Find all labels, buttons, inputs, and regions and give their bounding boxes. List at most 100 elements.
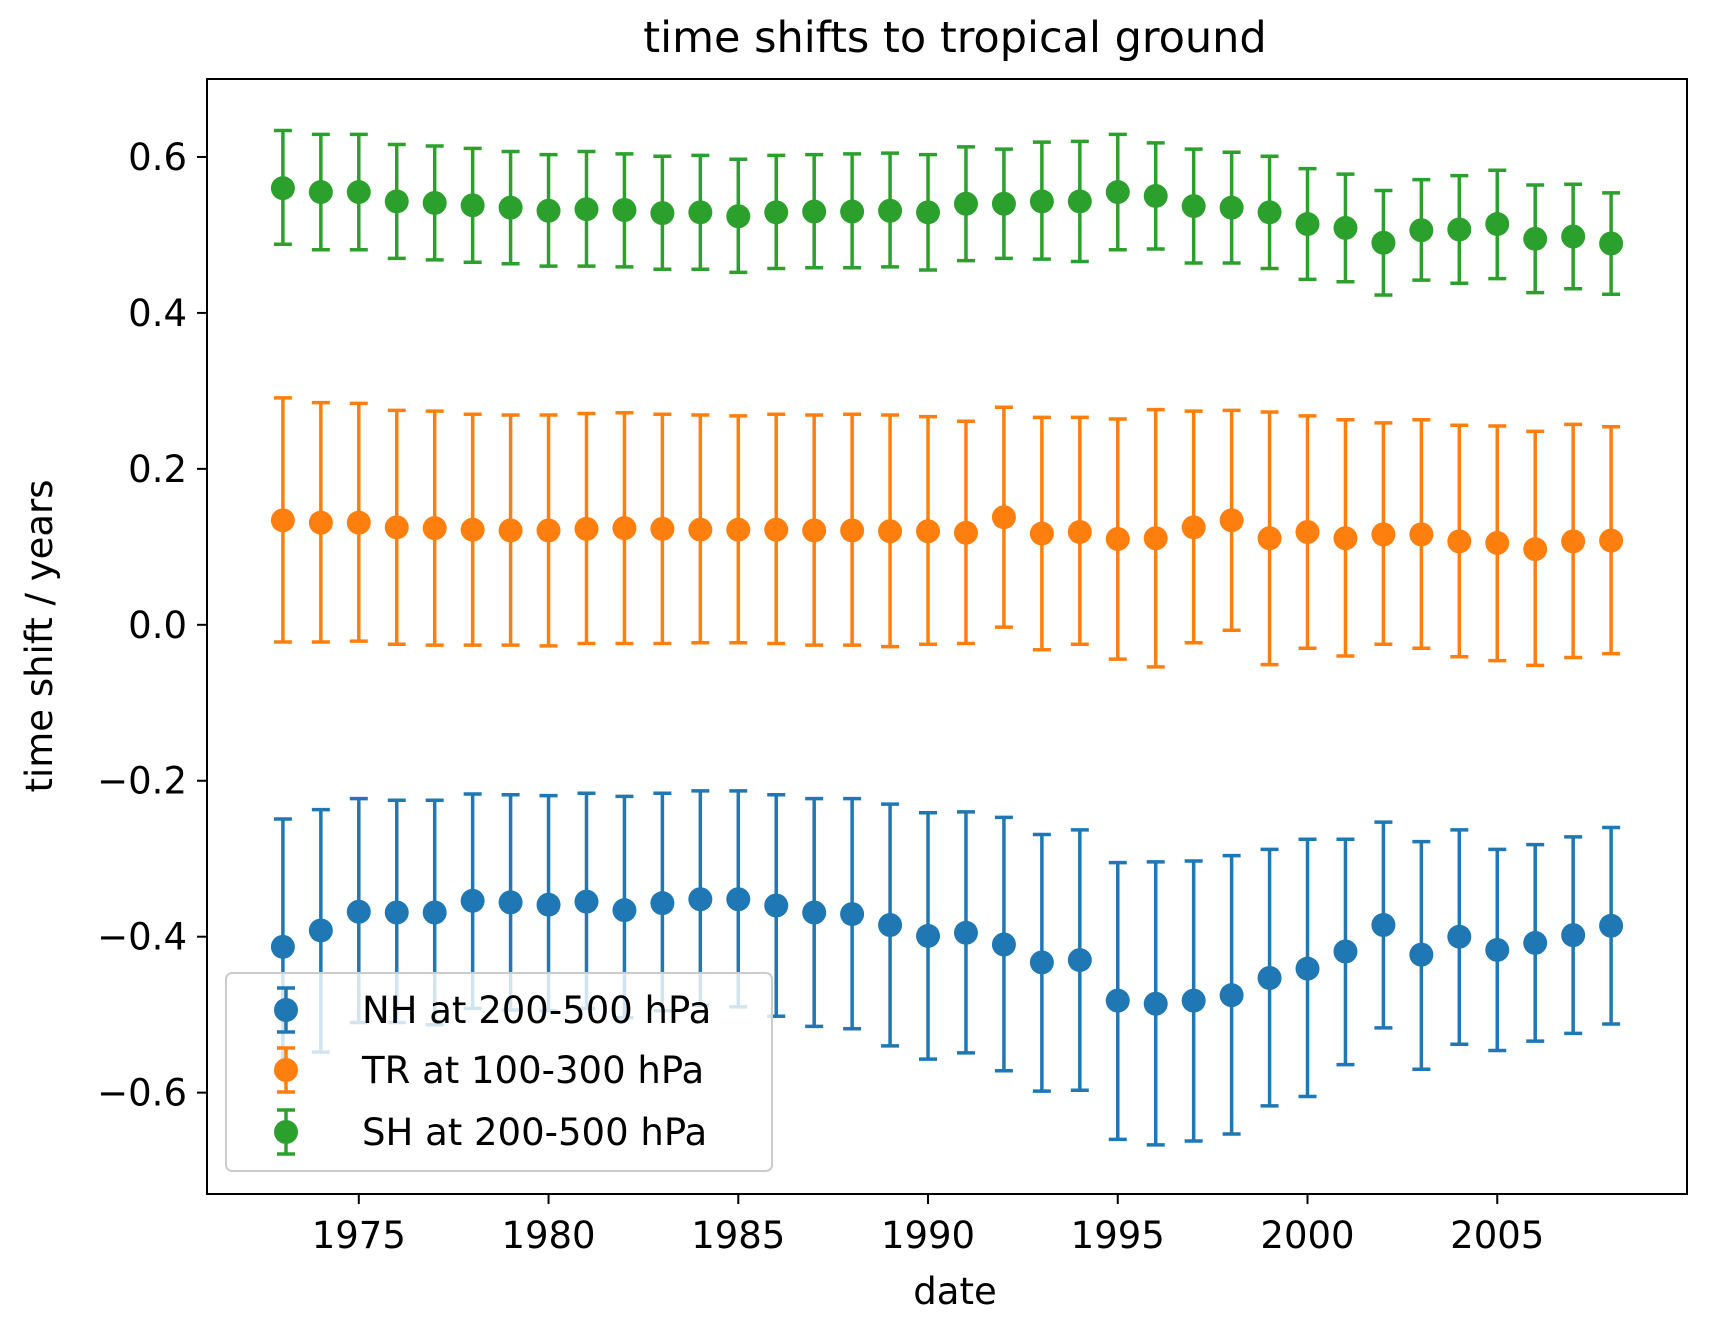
data-point [878,519,903,544]
legend-marker [274,1120,298,1144]
data-point [1447,924,1472,949]
data-point [270,176,295,201]
legend-marker [274,1058,298,1082]
data-point [308,510,333,535]
data-point [1295,212,1320,237]
data-point [1409,522,1434,547]
data-point [574,197,599,222]
y-tick-label: 0.4 [128,292,187,335]
data-point [1067,520,1092,545]
data-point [1181,988,1206,1013]
data-point [612,516,637,541]
legend-label: TR at 100-300 hPa [361,1049,704,1092]
legend-entry-nh-at-200-500-hpa: NH at 200-500 hPa [274,986,711,1034]
x-axis-ticks: 1975 1980 1985 1990 1995 2000 2005 [312,1194,1544,1257]
data-point [612,197,637,222]
y-tick-label: 0.6 [128,136,187,179]
data-point [650,201,675,226]
data-point [270,508,295,533]
legend: NH at 200-500 hPa TR at 100-300 hPa SH at … [225,972,773,1172]
data-point [1067,948,1092,973]
data-point [1029,521,1054,546]
data-point [1485,530,1510,555]
data-point [308,918,333,943]
data-point [688,517,713,542]
data-point [991,505,1016,530]
legend-label: NH at 200-500 hPa [362,989,711,1032]
data-point [574,889,599,914]
data-point [802,199,827,224]
data-point [1409,942,1434,967]
data-point [1143,183,1168,208]
legend-entry-sh-at-200-500-hpa: SH at 200-500 hPa [274,1108,707,1156]
data-point [953,920,978,945]
data-point [1599,528,1624,553]
data-point [650,516,675,541]
x-tick-label: 2000 [1260,1214,1354,1257]
data-point [1219,195,1244,220]
data-point [1447,217,1472,242]
data-point [840,902,865,927]
data-point [1447,529,1472,554]
data-point [764,893,789,918]
data-point [953,520,978,545]
data-point [650,891,675,916]
data-point [1105,527,1130,552]
data-point [1257,200,1282,225]
y-tick-label: −0.2 [97,760,187,803]
y-axis-label: time shift / years [18,479,61,792]
data-point [346,899,371,924]
chart-title: time shifts to tropical ground [643,13,1266,63]
data-point [1371,912,1396,937]
x-tick-label: 1985 [691,1214,785,1257]
data-point [991,191,1016,216]
data-point [878,198,903,223]
legend-label: SH at 200-500 hPa [362,1111,707,1154]
data-point [1295,956,1320,981]
data-point [460,517,485,542]
data-point [422,190,447,215]
legend-box [225,972,773,1172]
data-point [1029,950,1054,975]
data-point [840,518,865,543]
data-point [1105,988,1130,1013]
y-tick-label: −0.4 [97,916,187,959]
data-point [270,934,295,959]
data-point [498,518,523,543]
data-point [1485,937,1510,962]
data-point [536,518,561,543]
data-point [1181,194,1206,219]
data-point [688,887,713,912]
x-axis-label: date [913,1270,996,1313]
data-point [498,195,523,220]
data-point [840,199,865,224]
data-point [1257,526,1282,551]
data-point [802,518,827,543]
data-point [384,515,409,540]
series-sh-at-200-500-hpa [270,128,1624,297]
legend-entry-tr-at-100-300-hpa: TR at 100-300 hPa [274,1046,704,1094]
data-point [1333,526,1358,551]
data-point [612,898,637,923]
data-point [1333,215,1358,240]
data-point [1257,966,1282,991]
x-tick-label: 1980 [501,1214,595,1257]
data-point [1523,226,1548,251]
data-point [1409,218,1434,243]
data-point [726,204,751,229]
data-point [1485,212,1510,237]
data-point [460,193,485,218]
data-point [726,517,751,542]
data-point [1143,526,1168,551]
data-point [346,180,371,205]
x-tick-label: 1975 [312,1214,406,1257]
data-point [536,892,561,917]
data-point [1599,231,1624,256]
data-point [916,519,941,544]
data-point [1029,189,1054,214]
data-point [764,200,789,225]
series-tr-at-100-300-hpa [270,396,1624,669]
data-point [346,510,371,535]
data-point [1181,515,1206,540]
